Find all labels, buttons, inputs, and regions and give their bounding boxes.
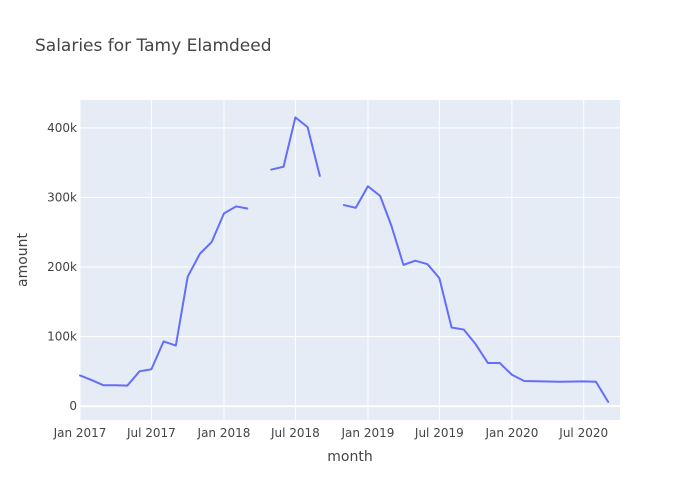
- y-tick-label: 300k: [47, 190, 77, 204]
- plot-area: [80, 100, 620, 420]
- y-tick-label: 100k: [47, 330, 77, 344]
- x-tick-label: Jul 2017: [126, 426, 176, 440]
- x-tick-label: Jan 2020: [484, 426, 538, 440]
- x-gridlines: [79, 100, 585, 420]
- x-axis-title: month: [327, 449, 372, 465]
- y-tick-labels: 0 100k 200k 300k 400k: [47, 121, 77, 413]
- x-tick-label: Jul 2020: [558, 426, 608, 440]
- series-line: [79, 116, 610, 403]
- x-tick-label: Jul 2019: [414, 426, 464, 440]
- series-group: [79, 116, 610, 403]
- x-tick-label: Jan 2017: [53, 426, 107, 440]
- x-tick-label: Jan 2018: [197, 426, 251, 440]
- x-tick-labels: Jan 2017 Jul 2017 Jan 2018 Jul 2018 Jan 2019…: [53, 426, 609, 440]
- y-tick-label: 0: [69, 399, 77, 413]
- y-tick-label: 400k: [47, 121, 77, 135]
- x-tick-label: Jul 2018: [270, 426, 320, 440]
- y-tick-label: 200k: [47, 260, 77, 274]
- y-axis-title: amount: [15, 232, 31, 287]
- x-tick-label: Jan 2019: [341, 426, 395, 440]
- chart-title: Salaries for Tamy Elamdeed: [35, 36, 272, 56]
- y-gridlines: [80, 127, 620, 408]
